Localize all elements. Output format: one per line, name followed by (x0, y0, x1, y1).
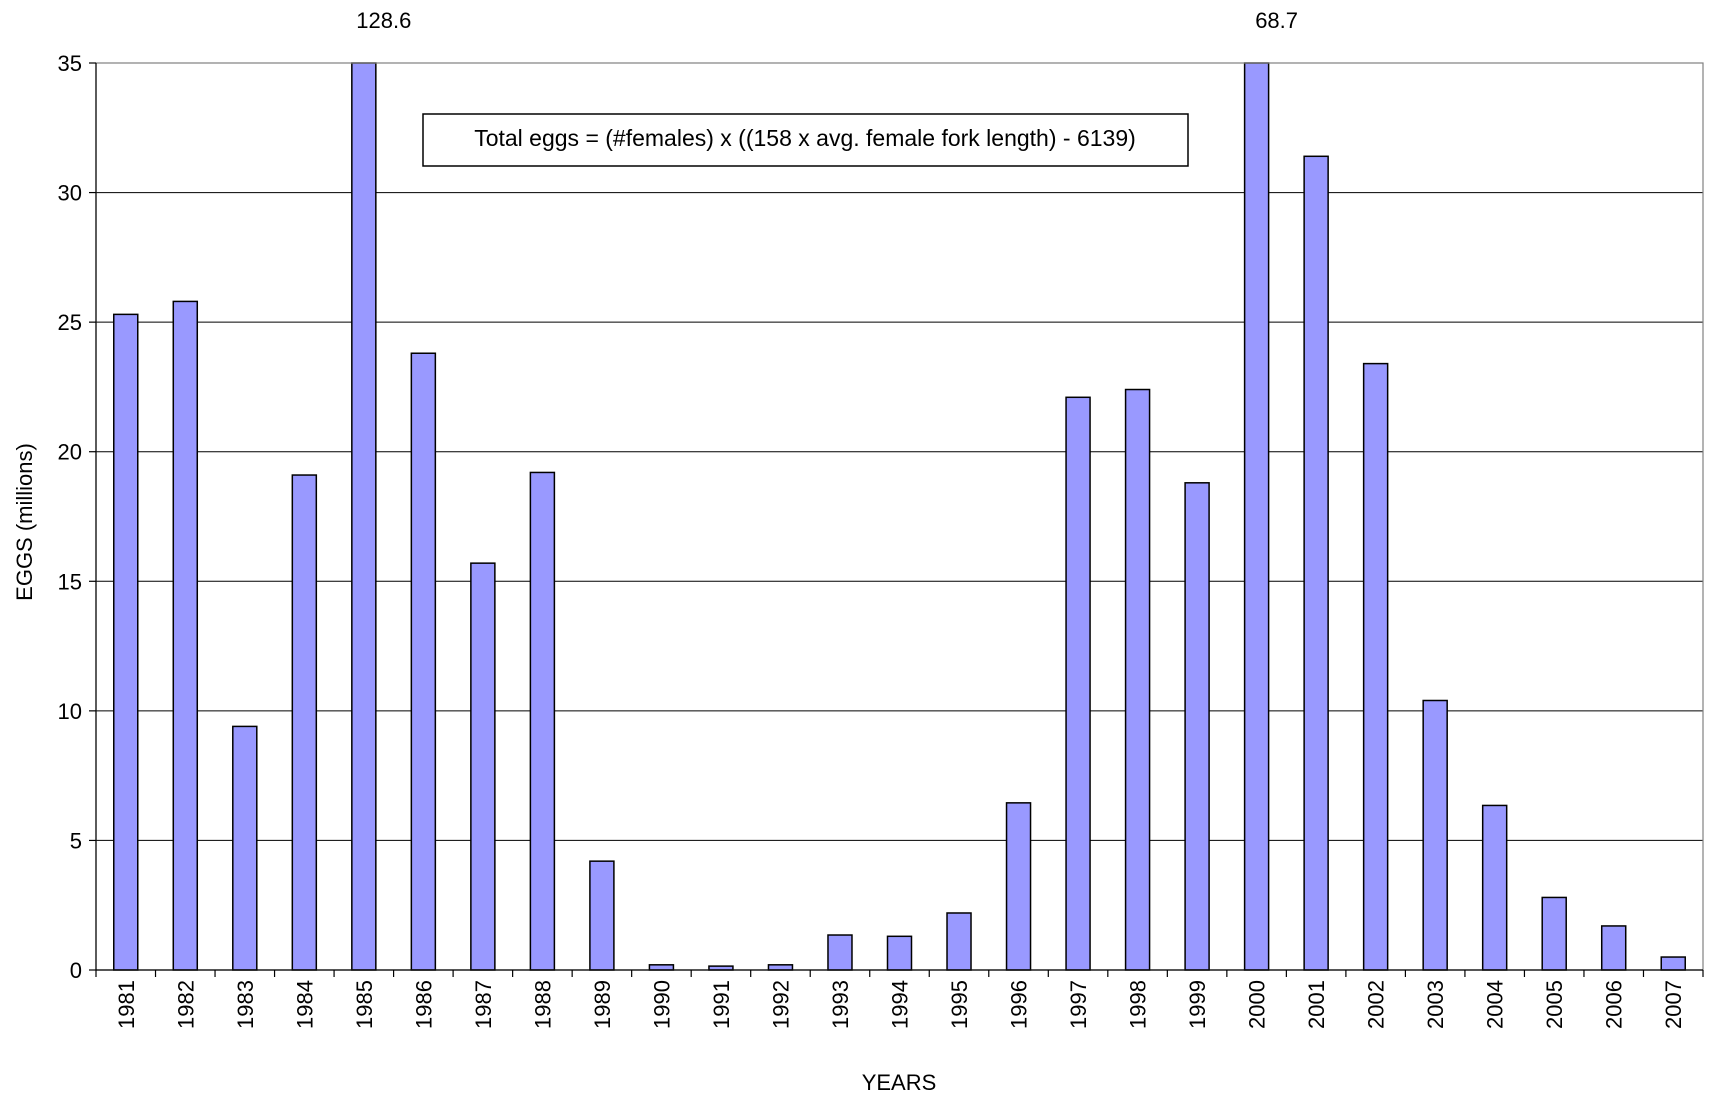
x-tick-label-2002: 2002 (1364, 980, 1389, 1029)
x-tick-label-1996: 1996 (1007, 980, 1032, 1029)
bar-1983 (232, 725, 258, 971)
bar-1998 (1124, 388, 1151, 971)
x-tick-label-2001: 2001 (1304, 980, 1329, 1029)
x-tick-label-2007: 2007 (1661, 980, 1686, 1029)
x-tick-label-1985: 1985 (352, 980, 377, 1029)
offscale-value-label-1985: 128.6 (356, 8, 411, 33)
bar-1981 (113, 313, 139, 971)
x-tick-label-1997: 1997 (1066, 980, 1091, 1029)
x-tick-label-1987: 1987 (471, 980, 496, 1029)
bar-2001 (1303, 155, 1329, 971)
y-axis-title: EGGS (millions) (12, 443, 37, 601)
y-tick-label: 25 (58, 310, 82, 335)
y-tick-label: 15 (58, 569, 82, 594)
bar-1989 (589, 860, 615, 971)
bars (113, 62, 1686, 971)
x-tick-label-2006: 2006 (1602, 980, 1627, 1029)
x-axis-title: YEARS (862, 1070, 937, 1095)
bar-1985 (351, 62, 377, 971)
formula-annotation: Total eggs = (#females) x ((158 x avg. f… (422, 113, 1189, 167)
bar-1982 (172, 300, 199, 971)
x-tick-label-2000: 2000 (1245, 980, 1270, 1029)
x-tick-label-1983: 1983 (233, 980, 258, 1029)
bar-2007 (1660, 956, 1686, 971)
bar-1993 (827, 934, 853, 971)
bar-1992 (767, 964, 794, 971)
x-tick-label-1992: 1992 (768, 980, 793, 1029)
bar-1984 (291, 474, 318, 971)
bar-2003 (1422, 699, 1448, 971)
x-tick-label-1986: 1986 (411, 980, 436, 1029)
x-tick-label-1988: 1988 (530, 980, 555, 1029)
bar-2005 (1541, 896, 1567, 971)
y-tick-label: 5 (70, 828, 82, 853)
bar-1990 (648, 964, 675, 971)
y-tick-label: 0 (70, 958, 82, 983)
x-tick-label-1995: 1995 (947, 980, 972, 1029)
bar-1999 (1184, 482, 1210, 971)
formula-box-border (422, 113, 1189, 167)
x-tick-label-1981: 1981 (114, 980, 139, 1029)
x-tick-label-1993: 1993 (828, 980, 853, 1029)
axes (89, 62, 1704, 977)
bar-1986 (410, 352, 437, 971)
formula-text: Total eggs = (#females) x ((158 x avg. f… (474, 125, 1136, 151)
x-tick-label-1982: 1982 (173, 980, 198, 1029)
x-tick-label-1994: 1994 (888, 980, 913, 1029)
labels: 0 5 10 15 20 25 30 35 1981 1982 1983 1984 1985 1986 19… (58, 8, 1687, 1029)
bar-2006 (1600, 925, 1627, 971)
x-tick-label-1998: 1998 (1126, 980, 1151, 1029)
plot-border (95, 62, 1704, 971)
x-tick-label-1990: 1990 (649, 980, 674, 1029)
bar-1987 (470, 562, 496, 971)
gridlines (96, 62, 1703, 841)
bar-1997 (1065, 396, 1091, 971)
bar-2000 (1243, 62, 1270, 971)
y-tick-label: 10 (58, 699, 82, 724)
bar-1995 (946, 912, 972, 971)
x-tick-label-1991: 1991 (709, 980, 734, 1029)
bar-1994 (886, 935, 913, 971)
x-tick-label-1984: 1984 (292, 980, 317, 1029)
bar-2004 (1481, 804, 1508, 971)
bar-1996 (1005, 802, 1032, 971)
x-tick-label-2005: 2005 (1542, 980, 1567, 1029)
bar-1988 (529, 471, 556, 971)
bar-2002 (1362, 362, 1389, 971)
x-tick-label-1989: 1989 (590, 980, 615, 1029)
y-tick-label: 20 (58, 440, 82, 465)
y-tick-label: 35 (58, 51, 82, 76)
x-tick-label-2003: 2003 (1423, 980, 1448, 1029)
x-tick-label-2004: 2004 (1483, 980, 1508, 1029)
y-tick-label: 30 (58, 181, 82, 206)
offscale-value-label-2000: 68.7 (1255, 8, 1298, 33)
x-tick-label-1999: 1999 (1185, 980, 1210, 1029)
